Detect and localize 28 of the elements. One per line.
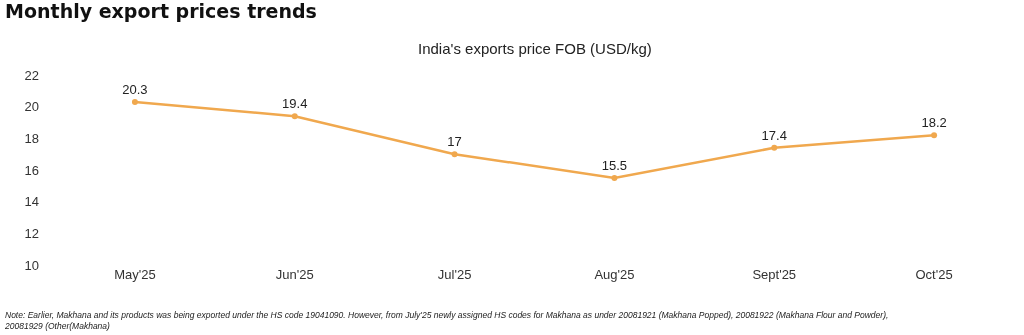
y-tick-label: 10 <box>24 257 39 273</box>
chart-title: Monthly export prices trends <box>5 0 317 23</box>
chart-subtitle: India's exports price FOB (USD/kg) <box>418 40 652 57</box>
x-tick-label: May'25 <box>114 267 156 282</box>
x-tick-label: Aug'25 <box>594 267 635 282</box>
point <box>131 98 138 105</box>
y-tick-label: 20 <box>24 99 39 115</box>
y-tick-label: 16 <box>24 162 39 178</box>
data-label: 20.3 <box>122 81 148 97</box>
data-label: 15.5 <box>601 157 628 173</box>
x-tick-label: Jun'25 <box>275 267 314 282</box>
point <box>771 144 778 151</box>
y-tick-label: 12 <box>24 225 39 241</box>
y-tick-label: 22 <box>24 67 39 83</box>
data-label: 17 <box>447 134 462 150</box>
point <box>291 113 298 120</box>
x-tick-label: Oct'25 <box>915 267 953 282</box>
x-tick-label: Sept'25 <box>752 267 797 282</box>
x-tick-label: Jul'25 <box>437 267 472 282</box>
point <box>451 151 458 158</box>
point <box>611 174 618 181</box>
data-label: 17.4 <box>761 127 787 143</box>
text: Note: Earlier, Makhana and its products was being exported under the HS code 19041090. However, from July'25 newly assigned HS codes for Makhana as under 20081921 (Makhana Popped), 20081922 (Makhana Flour and Powder), 20081929 (Other(Makhana) <box>4 310 889 332</box>
data-label: 18.2 <box>921 115 947 131</box>
data-label: 19.4 <box>282 96 308 112</box>
point <box>931 132 938 139</box>
y-tick-label: 18 <box>24 130 39 146</box>
y-tick-label: 14 <box>24 194 39 210</box>
